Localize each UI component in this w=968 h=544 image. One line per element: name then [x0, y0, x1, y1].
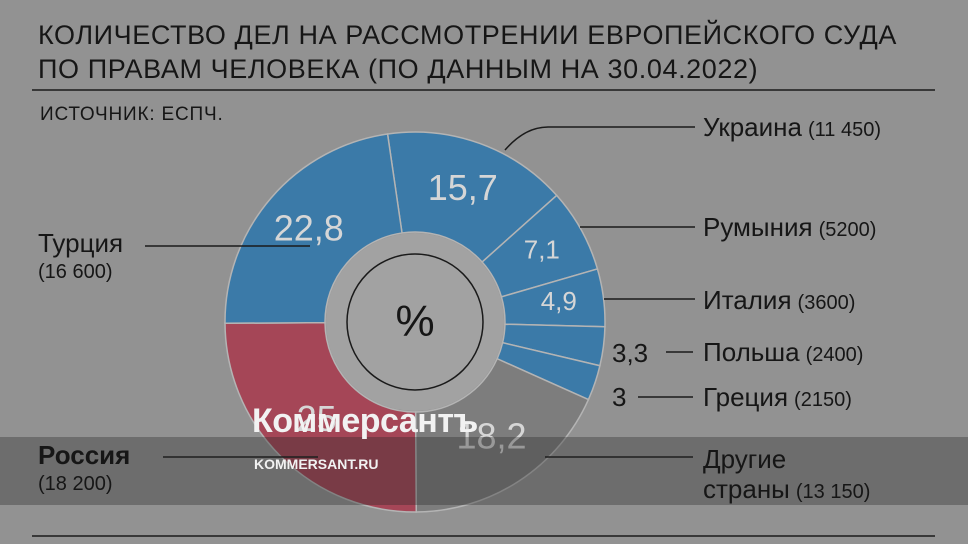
value-label: 15,7 — [428, 167, 498, 208]
value-label: 4,9 — [541, 286, 577, 316]
value-label: 7,1 — [524, 235, 560, 265]
case-count: (5200) — [818, 219, 877, 241]
category-label: Румыния (5200) — [703, 212, 876, 245]
watermark-url: KOMMERSANT.RU — [254, 456, 379, 472]
case-count: (3600) — [797, 292, 856, 314]
case-count: (11 450) — [808, 119, 882, 141]
category-label: Россия (18 200) — [38, 440, 130, 498]
value-label: 22,8 — [274, 207, 344, 248]
watermark-brand: Коммерсантъ — [252, 402, 478, 440]
value-label: 18,2 — [456, 416, 526, 457]
value-label: 25 — [297, 398, 337, 439]
chart-title: КОЛИЧЕСТВО ДЕЛ НА РАССМОТРЕНИИ ЕВРОПЕЙСК… — [38, 20, 898, 84]
source: ИСТОЧНИК: ЕСПЧ. — [40, 104, 224, 125]
case-count: (16 600) — [38, 261, 113, 283]
donut-slice — [386, 131, 558, 264]
category-label: Турция (16 600) — [38, 228, 123, 286]
category-name: Украина — [703, 112, 802, 142]
category-label: Другие страны (13 150) — [703, 444, 870, 507]
category-name: Румыния — [703, 212, 813, 242]
category-label: Польша (2400) — [703, 337, 863, 370]
category-name: Польша — [703, 337, 800, 367]
donut-slice — [224, 321, 418, 513]
category-label: Украина (11 450) — [703, 112, 881, 145]
category-label: Греция (2150) — [703, 382, 852, 415]
case-count: (2400) — [805, 344, 864, 366]
donut-slice — [414, 357, 590, 513]
donut-slice — [224, 133, 403, 325]
center-label: % — [395, 297, 434, 346]
category-name: Россия — [38, 440, 131, 470]
value-label: 3,3 — [612, 338, 649, 368]
donut-hole — [326, 233, 504, 411]
leader-line — [504, 126, 695, 151]
center-ring — [346, 253, 484, 391]
case-count: (18 200) — [38, 473, 113, 495]
watermark-band — [0, 437, 968, 505]
case-count: (13 150) — [795, 481, 871, 503]
category-name: Турция — [38, 228, 124, 258]
value-label: 3 — [612, 382, 627, 412]
category-label: Италия (3600) — [703, 285, 855, 318]
category-name: Другие страны — [703, 444, 790, 504]
category-name: Италия — [703, 285, 792, 315]
case-count: (2150) — [794, 389, 852, 411]
category-name: Греция — [703, 382, 789, 412]
